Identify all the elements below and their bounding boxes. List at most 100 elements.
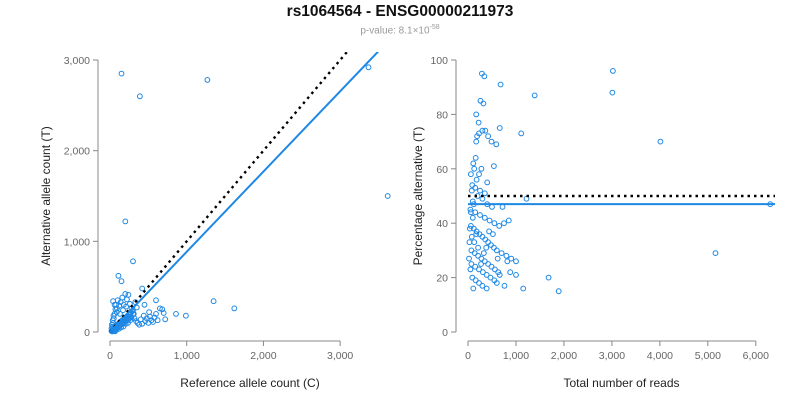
right-data-point bbox=[508, 255, 515, 262]
right-data-point bbox=[491, 220, 498, 227]
left-data-point bbox=[124, 296, 130, 303]
right-data-point bbox=[480, 100, 487, 107]
p-value-exponent: -58 bbox=[429, 24, 440, 31]
left-data-point bbox=[153, 297, 159, 304]
right-data-point bbox=[475, 252, 482, 259]
right-data-point bbox=[520, 285, 527, 292]
right-data-point bbox=[490, 231, 496, 238]
right-data-point bbox=[483, 272, 490, 278]
right-data-point bbox=[501, 220, 507, 227]
left-x-axis-title: Reference allele count (C) bbox=[180, 376, 319, 390]
right-data-point bbox=[477, 212, 483, 218]
left-x-tick-label: 2,000 bbox=[250, 350, 276, 362]
right-data-point bbox=[474, 133, 481, 140]
right-data-point bbox=[473, 231, 480, 238]
left-data-point bbox=[118, 278, 125, 285]
left-x-tick-label: 3,000 bbox=[327, 350, 353, 362]
right-data-point bbox=[468, 187, 475, 194]
left-reference-line bbox=[109, 52, 349, 333]
left-x-tick-label: 0 bbox=[107, 350, 113, 362]
left-y-axis-title: Alternative allele count (T) bbox=[39, 126, 53, 265]
right-x-axis-title: Total number of reads bbox=[563, 376, 679, 390]
right-data-point bbox=[486, 217, 493, 224]
right-data-point bbox=[494, 255, 501, 262]
left-data-point bbox=[173, 311, 179, 317]
left-data-point bbox=[204, 77, 211, 83]
right-data-point bbox=[472, 184, 479, 191]
left-data-point bbox=[141, 301, 148, 308]
right-data-point bbox=[472, 263, 479, 270]
left-data-point bbox=[122, 291, 129, 297]
right-data-point bbox=[488, 138, 495, 145]
left-data-point bbox=[127, 317, 134, 324]
right-data-point bbox=[478, 261, 484, 267]
right-data-point bbox=[485, 239, 492, 246]
right-x-tick-label: 3,000 bbox=[599, 350, 625, 362]
left-x-tick-label: 1,000 bbox=[174, 350, 200, 362]
right-data-point bbox=[487, 274, 494, 281]
right-data-point bbox=[609, 89, 616, 96]
right-data-point bbox=[531, 92, 538, 99]
right-x-tick-label: 5,000 bbox=[695, 350, 721, 362]
right-data-point bbox=[489, 204, 495, 210]
right-data-point bbox=[466, 239, 473, 246]
right-data-point bbox=[555, 288, 562, 295]
right-data-point bbox=[466, 255, 472, 262]
right-data-point bbox=[480, 269, 486, 276]
right-data-point bbox=[496, 272, 503, 278]
right-data-point bbox=[505, 217, 512, 224]
right-data-point bbox=[493, 141, 500, 148]
right-data-point bbox=[467, 206, 474, 213]
right-data-point bbox=[496, 223, 503, 229]
right-x-tick-label: 0 bbox=[465, 350, 471, 362]
right-y-tick-label: 60 bbox=[436, 164, 448, 176]
right-data-point bbox=[498, 250, 505, 257]
right-data-point bbox=[479, 127, 486, 134]
left-y-tick-label: 0 bbox=[84, 327, 90, 339]
right-data-point bbox=[486, 228, 493, 235]
right-data-point bbox=[467, 225, 473, 232]
right-data-point bbox=[503, 252, 510, 259]
right-data-point bbox=[472, 155, 479, 161]
right-data-point bbox=[473, 176, 480, 183]
right-data-point bbox=[477, 97, 484, 104]
right-data-point bbox=[468, 209, 474, 216]
chart-title: rs1064564 - ENSG00000211973 bbox=[286, 3, 514, 20]
right-data-point bbox=[477, 187, 483, 194]
left-data-point bbox=[210, 298, 217, 305]
right-y-tick-label: 80 bbox=[436, 109, 448, 121]
right-y-tick-label: 20 bbox=[436, 273, 448, 285]
right-data-point bbox=[493, 280, 500, 286]
right-data-point bbox=[476, 171, 482, 178]
right-data-point bbox=[513, 272, 519, 278]
right-y-tick-label: 0 bbox=[442, 327, 448, 339]
right-data-point bbox=[470, 160, 477, 167]
left-data-point bbox=[110, 312, 117, 319]
left-data-point bbox=[117, 311, 123, 317]
left-data-point bbox=[146, 309, 153, 316]
left-data-point bbox=[140, 312, 147, 319]
left-data-point bbox=[122, 218, 129, 225]
left-data-point bbox=[162, 316, 169, 323]
right-data-point bbox=[712, 250, 719, 257]
right-data-point bbox=[481, 214, 488, 221]
right-data-point bbox=[467, 266, 474, 273]
right-data-point bbox=[481, 73, 488, 80]
right-data-point bbox=[476, 280, 482, 286]
right-data-point bbox=[504, 258, 511, 265]
left-fit-line bbox=[109, 52, 380, 333]
p-value-prefix: p-value: 8.1×10 bbox=[360, 25, 430, 37]
right-data-point bbox=[480, 250, 487, 257]
right-data-point bbox=[475, 119, 482, 126]
right-y-axis-title: Percentage alternative (T) bbox=[411, 127, 425, 266]
right-x-tick-label: 1,000 bbox=[503, 350, 529, 362]
left-data-point bbox=[160, 310, 167, 316]
right-data-point bbox=[469, 214, 476, 221]
left-data-point bbox=[136, 321, 143, 328]
right-data-point bbox=[518, 130, 525, 137]
chart-subtitle: p-value: 8.1×10-58 bbox=[0, 24, 800, 36]
right-data-point bbox=[497, 81, 504, 88]
left-data-point bbox=[125, 291, 132, 298]
left-data-point bbox=[118, 70, 125, 77]
